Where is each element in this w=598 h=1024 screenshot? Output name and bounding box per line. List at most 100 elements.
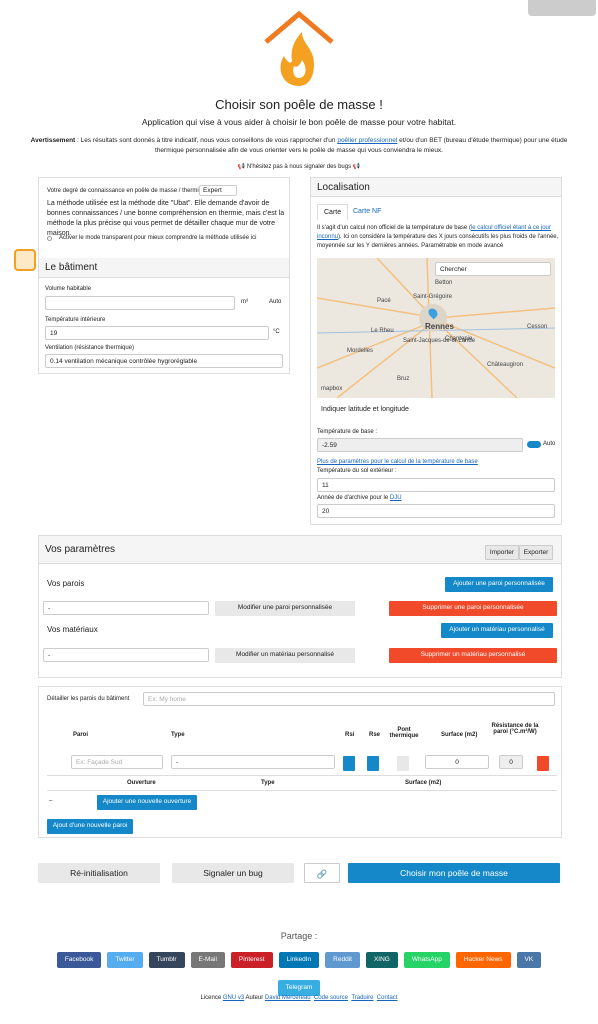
header: Rse: [369, 732, 381, 738]
button[interactable]: Modifier un matériau personnalisé: [215, 648, 355, 663]
button[interactable]: Importer: [485, 545, 519, 560]
share-button[interactable]: Reddit: [325, 952, 360, 968]
button[interactable]: [537, 756, 549, 771]
button[interactable]: Ajouter une paroi personnalisée: [445, 577, 553, 592]
section-title: Vos matériaux: [47, 625, 98, 634]
label: Détailler les parois du bâtiment: [47, 696, 130, 702]
label: Température du sol extérieur :: [317, 468, 397, 474]
button[interactable]: Choisir mon poêle de masse: [348, 863, 560, 883]
warning-label: Avertissement: [30, 137, 76, 144]
checkbox[interactable]: [47, 236, 52, 241]
map-label: Mordelles: [347, 348, 374, 354]
share-button[interactable]: Hacker News: [455, 952, 511, 968]
auto: Auto: [269, 299, 282, 305]
header: Pont thermique: [389, 727, 419, 739]
link[interactable]: David Mercereau: [264, 995, 311, 1001]
link[interactable]: Plus de paramètres pour le calcul de la …: [317, 459, 478, 465]
input[interactable]: 19: [45, 326, 269, 340]
share-buttons: Facebook Twitter Tumblr E-Mail Pinterest Link…: [34, 948, 564, 1004]
map[interactable]: Chercher Betton Pacé Saint-Grégoire Rennes L…: [317, 258, 555, 398]
select[interactable]: -: [43, 648, 209, 662]
button[interactable]: Ajout d'une nouvelle paroi: [47, 819, 133, 834]
select[interactable]: Expert: [199, 185, 237, 196]
share-button[interactable]: VK: [516, 952, 542, 968]
label: Température intérieure: [45, 317, 106, 323]
input[interactable]: 0: [425, 755, 489, 769]
header: Paroi: [73, 732, 89, 738]
input[interactable]: 20: [317, 504, 555, 518]
map-label: Chantepie: [445, 336, 473, 342]
label: Volume habitable: [45, 286, 92, 292]
params-panel: Vos paramètres Importer Exporter Vos par…: [38, 535, 562, 678]
button[interactable]: Signaler un bug: [172, 863, 294, 883]
toggle[interactable]: [527, 441, 541, 448]
button[interactable]: Ré-initialisation: [38, 863, 160, 883]
share-button[interactable]: Tumblr: [148, 952, 185, 968]
tab[interactable]: Carte: [317, 204, 349, 220]
transparent-icon[interactable]: [14, 249, 36, 271]
tab[interactable]: Carte NF: [353, 208, 382, 215]
map-label: Bruz: [397, 376, 410, 382]
label: Année de d'archive pour le DJU: [317, 495, 402, 501]
text: ). Ici on considère la température des X…: [317, 234, 559, 249]
link[interactable]: poêlier professionnel: [337, 137, 398, 144]
text: et/ou d'un BET (bureau d'étude thermique…: [155, 137, 568, 154]
text: N'hésitez pas à nous signaler des bugs: [246, 164, 352, 170]
label: Votre degré de connaissance en poêle de …: [47, 188, 203, 194]
bug-note: 📢 N'hésitez pas à nous signaler des bugs…: [237, 164, 361, 170]
share-button[interactable]: LinkedIn: [278, 952, 320, 968]
link-button[interactable]: 🔗: [304, 863, 340, 883]
header: Surface (m2): [405, 780, 442, 786]
subtitle: Application qui vise à vous aider à choi…: [141, 117, 457, 127]
auto: Auto: [543, 441, 556, 447]
label: Activer le mode transparent pour mieux c…: [59, 235, 257, 241]
map-label: Rennes: [425, 322, 454, 331]
link[interactable]: GNU v3: [222, 995, 245, 1001]
button[interactable]: Ajouter un matériau personnalisé: [441, 623, 553, 638]
share-button[interactable]: Twitter: [107, 952, 143, 968]
link[interactable]: Code source: [313, 995, 348, 1001]
button[interactable]: [397, 756, 409, 771]
select[interactable]: -: [43, 601, 209, 615]
description: La méthode utilisée est la méthode dite …: [47, 200, 285, 237]
button[interactable]: Supprimer une paroi personnalisée: [389, 601, 557, 616]
link[interactable]: Traduire: [351, 995, 374, 1001]
input[interactable]: -2.59: [317, 438, 523, 452]
link[interactable]: Indiquer latitude et longitude: [321, 406, 409, 413]
select[interactable]: -: [171, 755, 335, 769]
section-title: Vos parois: [47, 579, 85, 588]
input[interactable]: Ex: Façade Sud: [71, 755, 163, 769]
button[interactable]: Modifier une paroi personnalisée: [215, 601, 355, 616]
input[interactable]: Ex: My home: [143, 692, 555, 706]
button[interactable]: [343, 756, 355, 771]
input[interactable]: 0: [499, 755, 523, 769]
share-button[interactable]: Facebook: [56, 952, 102, 968]
map-label: Betton: [435, 280, 453, 286]
button[interactable]: [367, 756, 379, 771]
share-button[interactable]: XING: [365, 952, 398, 968]
header: Surface (m2): [441, 732, 478, 738]
button[interactable]: Exporter: [519, 545, 553, 560]
text: Il s'agit d'un calcul non officiel de la…: [317, 225, 471, 231]
link[interactable]: le calcul officiel étant à ce jour incon…: [317, 225, 551, 240]
panel-title: Localisation: [311, 178, 561, 197]
text: : Les résultats sont donnés à titre indi…: [75, 137, 338, 144]
link[interactable]: DJU: [389, 495, 402, 501]
share-button[interactable]: WhatsApp: [403, 952, 450, 968]
button[interactable]: Ajouter une nouvelle ouverture: [97, 795, 197, 810]
link[interactable]: Contact: [376, 995, 398, 1001]
input[interactable]: [45, 296, 235, 310]
select[interactable]: 0.14 ventilation mécanique contrôlée hyg…: [45, 354, 283, 368]
logo: [264, 10, 334, 86]
label: Température de base :: [317, 429, 378, 435]
input[interactable]: 11: [317, 478, 555, 492]
map-label: Pacé: [377, 298, 391, 304]
share-button[interactable]: Telegram: [277, 980, 321, 996]
unit: °C: [273, 329, 280, 335]
language-bar[interactable]: [528, 0, 596, 16]
button[interactable]: Supprimer un matériau personnalisé: [389, 648, 557, 663]
share-button[interactable]: Pinterest: [230, 952, 273, 968]
search[interactable]: Chercher: [435, 262, 551, 276]
map-label: Saint-Jacques-de-la-Lande: [403, 338, 476, 344]
share-button[interactable]: E-Mail: [190, 952, 225, 968]
